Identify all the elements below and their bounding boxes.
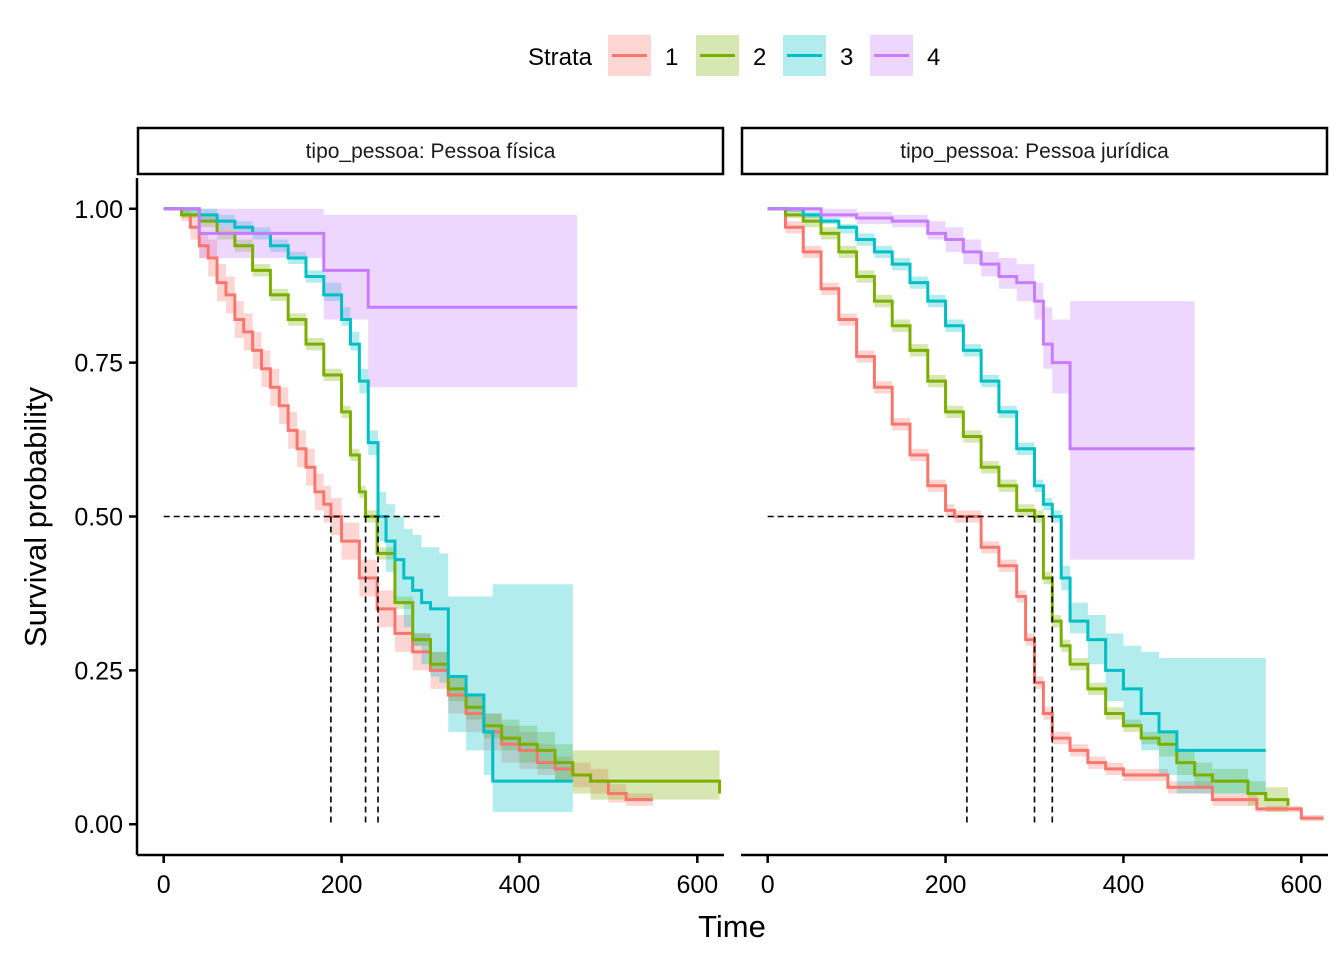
x-tick-label: 200 xyxy=(925,871,967,899)
y-tick-label: 0.00 xyxy=(74,811,123,839)
confidence-band-3 xyxy=(163,208,573,812)
legend-label-3: 3 xyxy=(840,44,853,71)
strip-label: tipo_pessoa: Pessoa jurídica xyxy=(900,140,1169,163)
legend-item-4: 4 xyxy=(870,35,940,76)
panel-1: tipo_pessoa: Pessoa física 0 200 400 600 0.00… xyxy=(74,126,725,899)
plot-area xyxy=(767,207,1324,822)
legend-item-3: 3 xyxy=(783,35,853,76)
survival-curve-1 xyxy=(163,207,653,802)
confidence-band-3 xyxy=(767,208,1266,794)
x-tick-label: 0 xyxy=(761,871,775,899)
survival-curve-1 xyxy=(767,207,1324,820)
legend-label-4: 4 xyxy=(927,44,940,71)
y-tick-label: 1.00 xyxy=(74,196,123,224)
x-tick-label: 600 xyxy=(1280,871,1322,899)
plot-area xyxy=(163,207,722,812)
survival-curve-4 xyxy=(767,207,1195,451)
x-tick-label: 200 xyxy=(321,871,363,899)
strip-box xyxy=(740,126,1329,176)
y-tick-label: 0.50 xyxy=(74,504,123,532)
legend-item-1: 1 xyxy=(608,35,678,76)
legend-title: Strata xyxy=(528,44,593,71)
confidence-band-1 xyxy=(163,208,653,806)
x-tick-label: 400 xyxy=(499,871,541,899)
survival-curve-3 xyxy=(767,207,1266,752)
legend: Strata 1 2 3 4 xyxy=(528,35,940,76)
y-axis-title: Survival probability xyxy=(18,386,53,647)
legend-item-2: 2 xyxy=(696,35,766,76)
x-tick-label: 400 xyxy=(1103,871,1145,899)
survival-curve-4 xyxy=(163,207,578,309)
legend-label-2: 2 xyxy=(753,44,766,71)
x-tick-label: 0 xyxy=(157,871,171,899)
legend-label-1: 1 xyxy=(665,44,678,71)
strip-box xyxy=(136,126,725,176)
survival-curve-3 xyxy=(163,207,573,783)
confidence-band-4 xyxy=(767,208,1195,560)
x-axis-title: Time xyxy=(698,909,766,944)
panel-2: tipo_pessoa: Pessoa jurídica 0 200 400 600 xyxy=(740,126,1329,899)
confidence-band-4 xyxy=(163,208,578,388)
survival-curve-2 xyxy=(163,207,722,794)
y-tick-label: 0.25 xyxy=(74,657,123,685)
y-tick-label: 0.75 xyxy=(74,350,123,378)
strip-label: tipo_pessoa: Pessoa física xyxy=(306,140,556,163)
x-tick-label: 600 xyxy=(676,871,718,899)
